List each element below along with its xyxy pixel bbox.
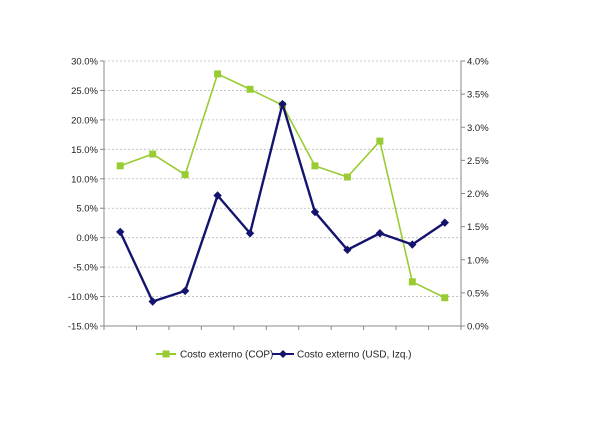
point-cop-4 xyxy=(246,85,254,93)
legend-item-cop: Costo externo (COP) xyxy=(156,350,273,361)
right-tick-label-0: 4.0% xyxy=(467,57,489,68)
series-line-1 xyxy=(119,102,446,303)
left-tick-label-6: 0.0% xyxy=(76,233,98,244)
left-tick-label-4: 10.0% xyxy=(71,174,98,185)
left-tick-label-3: 15.0% xyxy=(71,145,98,156)
point-cop-1 xyxy=(149,150,157,158)
left-axis-tick-labels: 30.0% 25.0% 20.0% 15.0% 10.0% 5.0% 0.0% -5.0% -1… xyxy=(68,57,99,333)
legend-marker-usd xyxy=(279,350,287,358)
point-usd-0 xyxy=(116,227,125,237)
right-tick-label-4: 2.0% xyxy=(467,189,489,200)
left-tick-label-2: 20.0% xyxy=(71,115,98,126)
point-usd-4 xyxy=(245,229,255,238)
point-cop-10 xyxy=(441,294,449,302)
legend-item-usd: Costo externo (USD, Izq.) xyxy=(272,350,411,361)
right-tick-label-2: 3.0% xyxy=(467,123,489,134)
point-usd-5 xyxy=(278,99,287,109)
point-usd-6 xyxy=(310,207,320,217)
point-usd-7 xyxy=(343,245,352,255)
legend: Costo externo (COP) Costo externo (USD, … xyxy=(156,350,411,361)
point-cop-7 xyxy=(343,173,351,181)
right-tick-label-5: 1.5% xyxy=(467,222,489,233)
point-cop-6 xyxy=(311,162,319,170)
left-tick-label-7: -5.0% xyxy=(73,263,98,274)
point-cop-2 xyxy=(181,171,189,179)
left-tick-label-0: 30.0% xyxy=(71,57,98,68)
left-tick-label-9: -15.0% xyxy=(68,322,99,333)
right-tick-label-8: 0.0% xyxy=(467,322,489,333)
legend-label-cop: Costo externo (COP) xyxy=(180,350,273,361)
right-tick-label-6: 1.0% xyxy=(467,255,489,266)
left-tick-label-1: 25.0% xyxy=(71,86,98,97)
point-usd-8 xyxy=(375,229,385,238)
right-tick-label-3: 2.5% xyxy=(467,156,489,167)
point-usd-2 xyxy=(180,286,190,296)
right-tick-label-1: 3.5% xyxy=(467,90,489,101)
point-usd-10 xyxy=(440,218,449,227)
left-tick-label-5: 5.0% xyxy=(76,204,98,215)
point-cop-3 xyxy=(214,70,222,78)
axes xyxy=(100,60,465,330)
legend-marker-cop xyxy=(162,350,170,358)
point-usd-9 xyxy=(408,240,417,249)
legend-label-usd: Costo externo (USD, Izq.) xyxy=(297,350,411,361)
series-layer xyxy=(116,70,449,306)
point-usd-1 xyxy=(148,297,157,306)
point-cop-9 xyxy=(408,278,416,286)
point-cop-8 xyxy=(376,137,384,145)
left-tick-label-8: -10.0% xyxy=(68,292,99,303)
point-usd-3 xyxy=(213,191,222,200)
point-cop-0 xyxy=(116,162,124,170)
right-axis-tick-labels: 4.0% 3.5% 3.0% 2.5% 2.0% 1.5% 1.0% 0.5% 0.0% xyxy=(467,57,489,333)
series-1 xyxy=(116,99,449,306)
right-tick-label-7: 0.5% xyxy=(467,288,489,299)
